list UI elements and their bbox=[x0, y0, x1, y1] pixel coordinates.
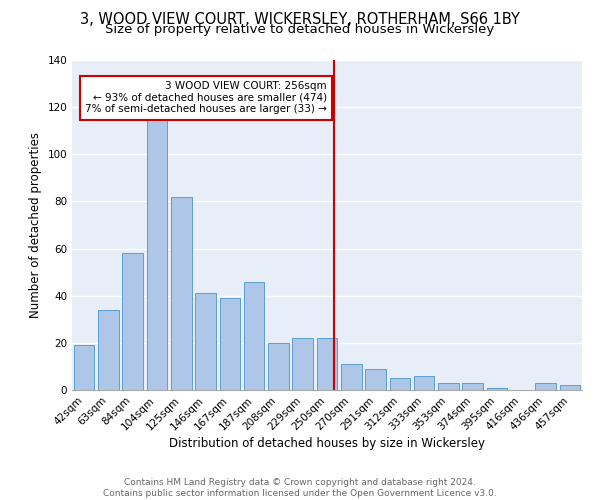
Bar bbox=[438, 383, 459, 390]
X-axis label: Distribution of detached houses by size in Wickersley: Distribution of detached houses by size … bbox=[169, 438, 485, 450]
Bar bbox=[220, 298, 240, 390]
Text: 3, WOOD VIEW COURT, WICKERSLEY, ROTHERHAM, S66 1BY: 3, WOOD VIEW COURT, WICKERSLEY, ROTHERHA… bbox=[80, 12, 520, 28]
Bar bbox=[560, 386, 580, 390]
Bar bbox=[195, 294, 216, 390]
Bar bbox=[341, 364, 362, 390]
Y-axis label: Number of detached properties: Number of detached properties bbox=[29, 132, 42, 318]
Bar bbox=[98, 310, 119, 390]
Bar bbox=[317, 338, 337, 390]
Bar bbox=[389, 378, 410, 390]
Bar bbox=[146, 112, 167, 390]
Bar bbox=[365, 369, 386, 390]
Text: Size of property relative to detached houses in Wickersley: Size of property relative to detached ho… bbox=[106, 22, 494, 36]
Bar bbox=[268, 343, 289, 390]
Bar bbox=[463, 383, 483, 390]
Bar bbox=[414, 376, 434, 390]
Bar bbox=[74, 345, 94, 390]
Text: 3 WOOD VIEW COURT: 256sqm
← 93% of detached houses are smaller (474)
7% of semi-: 3 WOOD VIEW COURT: 256sqm ← 93% of detac… bbox=[85, 81, 327, 114]
Bar bbox=[171, 196, 191, 390]
Bar bbox=[487, 388, 508, 390]
Bar bbox=[122, 254, 143, 390]
Text: Contains HM Land Registry data © Crown copyright and database right 2024.
Contai: Contains HM Land Registry data © Crown c… bbox=[103, 478, 497, 498]
Bar bbox=[292, 338, 313, 390]
Bar bbox=[244, 282, 265, 390]
Bar bbox=[535, 383, 556, 390]
